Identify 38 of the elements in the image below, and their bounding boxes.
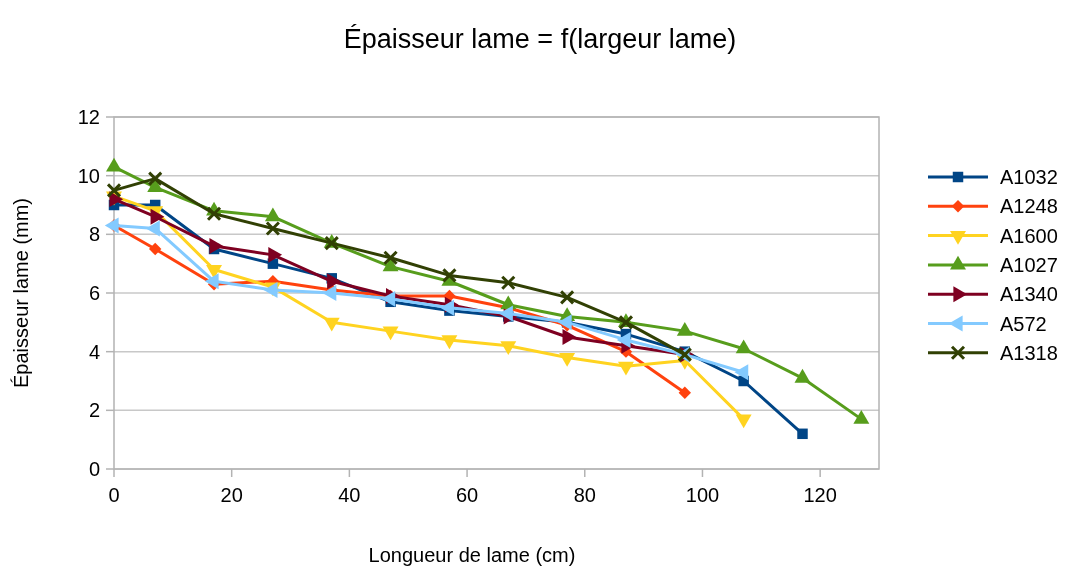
- point: [148, 242, 162, 256]
- point: [441, 267, 457, 283]
- point: [559, 352, 576, 367]
- x-tick-label: 100: [685, 484, 720, 506]
- point: [106, 182, 122, 198]
- point: [383, 250, 399, 266]
- x-tick-label: 0: [108, 484, 120, 506]
- y-tick-label: 2: [88, 399, 100, 422]
- x-tick-label: 40: [338, 484, 361, 506]
- chart-title: Épaisseur lame = f(largeur lame): [343, 24, 737, 54]
- x-tick-label: 20: [220, 484, 243, 506]
- point: [206, 206, 222, 222]
- point: [206, 264, 223, 279]
- point: [147, 171, 163, 187]
- y-tick-label: 6: [88, 282, 100, 304]
- point: [797, 428, 808, 440]
- legend-label: A572: [1000, 312, 1047, 335]
- legend-label: A1248: [1000, 195, 1058, 218]
- point: [500, 275, 516, 291]
- y-tick-label: 0: [88, 458, 100, 480]
- point: [440, 299, 455, 316]
- point: [559, 289, 575, 305]
- point: [678, 386, 692, 399]
- legend-label: A1600: [1000, 224, 1058, 247]
- x-tick-label: 60: [455, 484, 479, 506]
- x-tick-label: 80: [573, 484, 596, 506]
- legend-label: A1032: [1000, 166, 1058, 188]
- legend-label: A1340: [1000, 283, 1058, 306]
- y-tick-label: 4: [88, 340, 100, 363]
- x-axis-title: Longueur de lame (cm): [368, 544, 576, 566]
- x-tick-label: 120: [803, 484, 837, 506]
- y-tick-label: 10: [77, 164, 100, 187]
- legend-label: A1027: [1000, 253, 1058, 276]
- point: [265, 220, 281, 236]
- y-tick-label: 12: [77, 106, 100, 128]
- y-axis-title: Épaisseur lame (mm): [10, 197, 32, 389]
- legend-label: A1318: [1000, 341, 1058, 364]
- y-tick-label: 8: [88, 223, 100, 246]
